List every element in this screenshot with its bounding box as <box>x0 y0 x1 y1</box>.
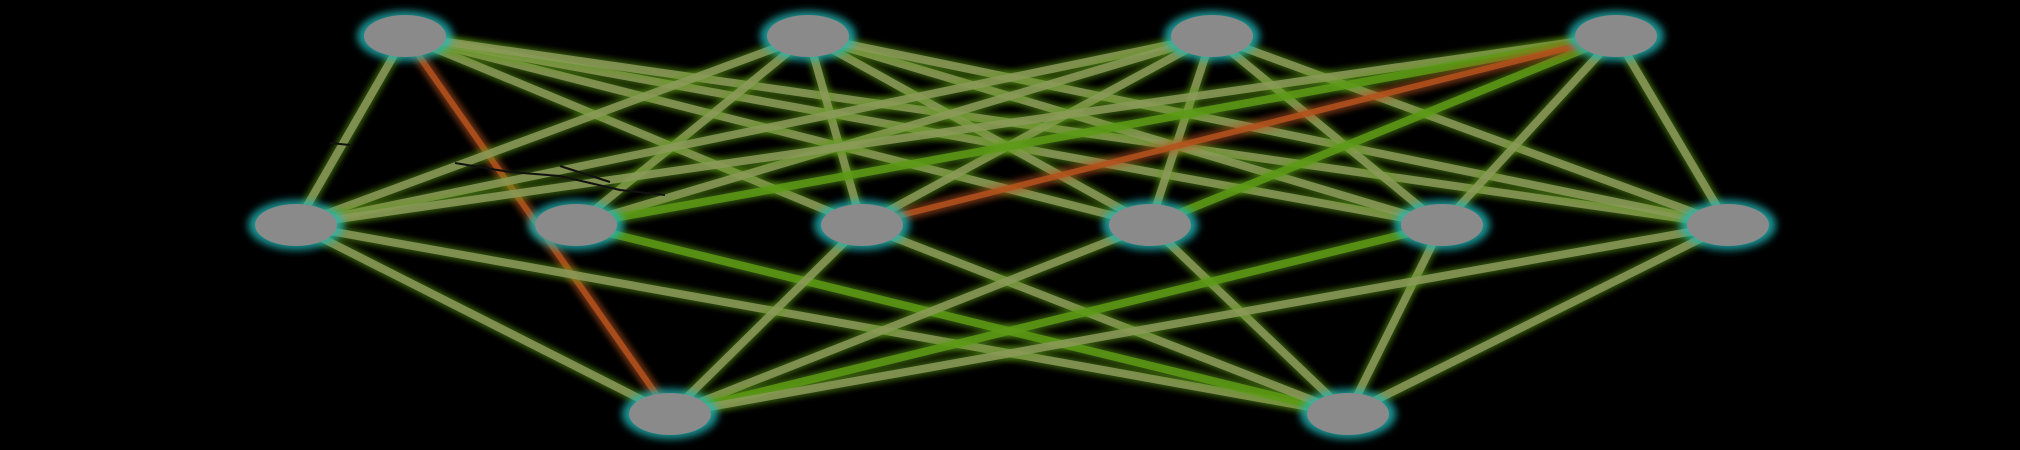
edge-t4-m6 <box>1610 32 1734 229</box>
edge-t3-m6 <box>1209 29 1731 232</box>
edge-t3-m3 <box>858 30 1216 231</box>
node-m5 <box>1394 200 1490 250</box>
edge-m6-b1 <box>668 218 1730 421</box>
edge-t4-m1 <box>295 29 1617 232</box>
node-m1 <box>248 200 344 250</box>
edge-m4-b2 <box>1145 220 1353 419</box>
edge-t3-m2 <box>574 29 1214 232</box>
edge-m2-b2 <box>574 218 1350 421</box>
node-t4 <box>1568 11 1664 61</box>
node-t2 <box>760 11 856 61</box>
edge-t2-m1 <box>293 29 811 232</box>
node-m3 <box>814 200 910 250</box>
edge-t2-m2 <box>571 30 813 231</box>
edge-t2-m6 <box>806 29 1730 232</box>
edge-t1-m1 <box>290 32 411 229</box>
edge-t4-m4 <box>1147 29 1619 232</box>
node-layer <box>248 11 1776 439</box>
edge-m3-b1 <box>665 220 867 419</box>
edge-m1-b1 <box>293 219 673 420</box>
edge-m5-b1 <box>668 218 1444 421</box>
node-t1 <box>357 11 453 61</box>
edge-t3-m5 <box>1207 30 1447 231</box>
edge-t3-m4 <box>1143 33 1219 228</box>
edge-t4-m2 <box>574 29 1618 232</box>
stray-marks <box>329 142 666 196</box>
edge-t1-m3 <box>402 29 865 232</box>
edge-m3-b2 <box>859 218 1351 421</box>
node-m6 <box>1680 200 1776 250</box>
edge-t2-m3 <box>801 34 869 227</box>
node-m2 <box>528 200 624 250</box>
node-t3 <box>1164 11 1260 61</box>
edge-t4-m3 <box>860 29 1618 232</box>
edge-m6-b2 <box>1345 219 1731 420</box>
node-b2 <box>1300 389 1396 439</box>
edge-t4-m5 <box>1437 31 1621 230</box>
edge-m4-b1 <box>667 218 1153 421</box>
node-m4 <box>1102 200 1198 250</box>
edge-layer <box>290 29 1734 421</box>
edge-m1-b2 <box>294 218 1350 421</box>
edge-t3-m1 <box>294 29 1214 232</box>
node-b1 <box>622 389 718 439</box>
edge-m5-b2 <box>1342 222 1448 417</box>
